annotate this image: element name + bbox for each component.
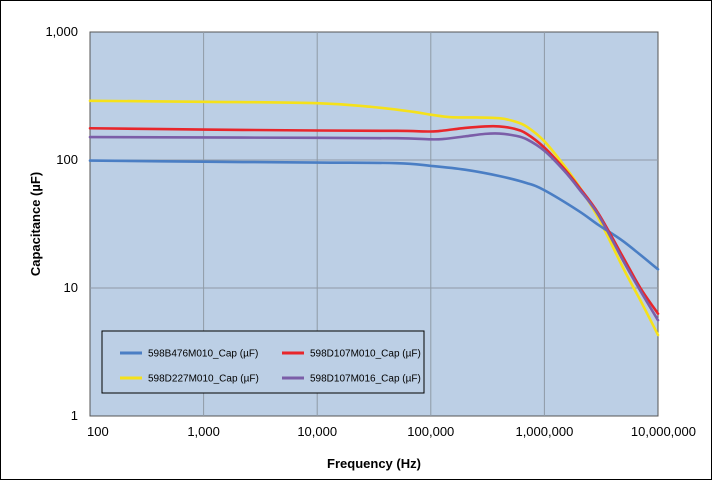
y-tick-label: 1	[71, 408, 78, 423]
legend-box	[101, 330, 425, 394]
x-tick-label: 10,000,000	[631, 424, 696, 439]
legend: 598B476M010_Cap (µF) 598D107M010_Cap (µF)…	[101, 330, 425, 394]
x-tick-label: 1,000	[187, 424, 220, 439]
legend-label: 598D107M016_Cap (µF)	[310, 374, 421, 385]
y-tick-label: 100	[56, 152, 78, 167]
x-tick-label: 10,000	[297, 424, 337, 439]
legend-label: 598B476M010_Cap (µF)	[148, 349, 258, 360]
y-tick-label: 1,000	[45, 24, 78, 39]
series-line-598d227m010	[88, 99, 660, 337]
series-line-598b476m010	[88, 159, 660, 271]
x-tick-label: 1,000,000	[515, 424, 573, 439]
series-layer	[88, 99, 660, 337]
x-tick-label: 100	[87, 424, 109, 439]
axis-labels: 100 1,000 10,000 100,000 1,000,000 10,000,000…	[45, 24, 696, 439]
x-axis-title: Frequency (Hz)	[327, 456, 421, 471]
legend-label: 598D227M010_Cap (µF)	[148, 374, 259, 385]
series-line-598d107m016	[88, 132, 660, 322]
x-tick-label: 100,000	[407, 424, 454, 439]
y-axis-title: Capacitance (µF)	[28, 172, 43, 276]
grid	[90, 32, 658, 416]
legend-label: 598D107M010_Cap (µF)	[310, 349, 421, 360]
y-tick-label: 10	[64, 280, 78, 295]
